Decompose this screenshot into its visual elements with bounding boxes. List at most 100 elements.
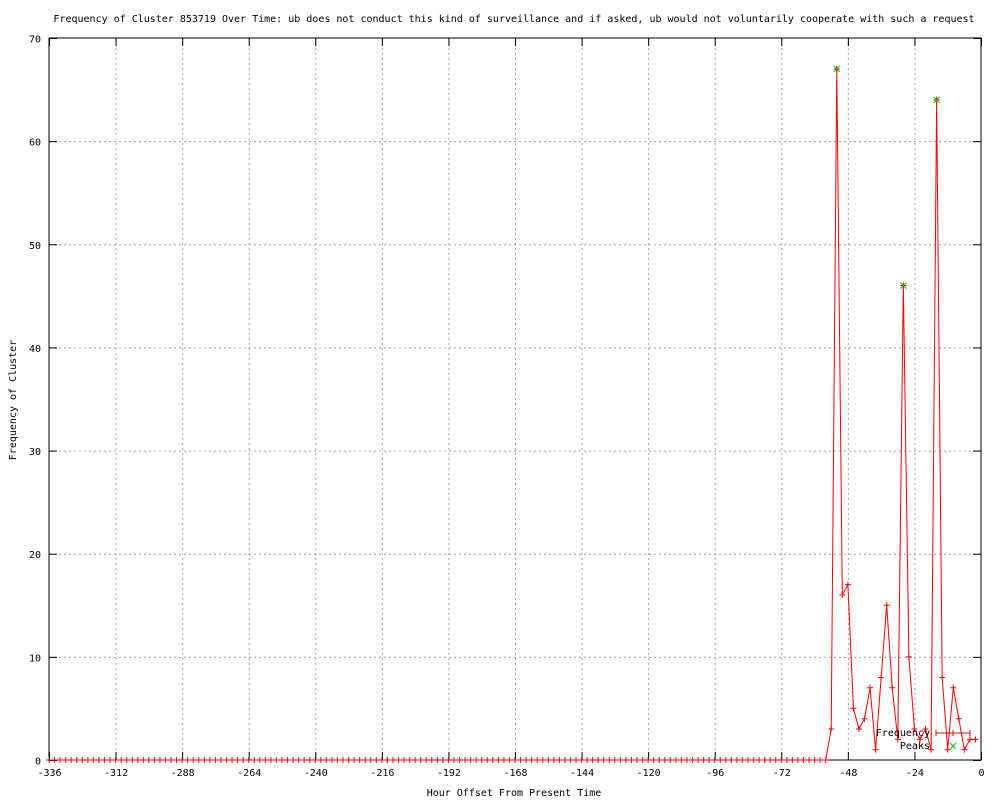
frequency-point	[467, 757, 474, 763]
frequency-point	[84, 757, 91, 763]
peak-point	[933, 96, 940, 104]
frequency-point	[728, 757, 735, 763]
frequency-point	[573, 757, 580, 763]
frequency-point	[256, 757, 263, 763]
frequency-point	[229, 757, 236, 763]
frequency-point	[46, 757, 52, 763]
peak-point	[899, 282, 907, 289]
frequency-point	[95, 757, 102, 763]
y-tick-label: 20	[29, 550, 41, 561]
legend-label-frequency: Frequency	[876, 728, 930, 739]
frequency-point	[262, 757, 269, 763]
frequency-point	[961, 746, 968, 753]
frequency-point	[606, 757, 613, 763]
frequency-point	[267, 757, 274, 763]
frequency-point	[750, 757, 757, 763]
frequency-point	[756, 757, 763, 763]
peak-point	[833, 65, 841, 73]
frequency-point	[323, 757, 330, 763]
frequency-point	[412, 757, 419, 763]
frequency-point	[578, 757, 585, 763]
frequency-point	[389, 757, 396, 763]
frequency-point	[595, 757, 602, 763]
frequency-point	[118, 757, 125, 763]
x-tick-label: -264	[237, 768, 261, 779]
frequency-point	[217, 757, 224, 763]
frequency-point	[201, 757, 208, 763]
frequency-point	[539, 757, 546, 763]
frequency-point	[489, 757, 496, 763]
frequency-point	[473, 757, 480, 763]
frequency-point	[179, 757, 186, 763]
frequency-point	[828, 726, 835, 733]
x-tick-label: -216	[370, 768, 394, 779]
frequency-point	[878, 674, 885, 681]
x-tick-label: -24	[906, 768, 924, 779]
frequency-point	[423, 757, 430, 763]
frequency-point	[73, 757, 80, 763]
y-tick-label: 60	[29, 138, 41, 149]
frequency-point	[312, 757, 319, 763]
frequency-point	[495, 757, 502, 763]
frequency-point	[445, 757, 452, 763]
frequency-point	[245, 757, 252, 763]
x-tick-label: -168	[503, 768, 527, 779]
frequency-point	[184, 757, 191, 763]
chart-title: Frequency of Cluster 853719 Over Time: u…	[53, 14, 974, 25]
frequency-point	[129, 757, 136, 763]
frequency-point	[439, 757, 446, 763]
frequency-point	[240, 757, 247, 763]
frequency-point	[500, 757, 507, 763]
frequency-point	[628, 757, 635, 763]
frequency-point	[301, 757, 308, 763]
frequency-point	[234, 757, 241, 763]
y-tick-label: 70	[29, 35, 41, 46]
frequency-point	[561, 757, 568, 763]
frequency-point	[745, 757, 751, 763]
frequency-point	[112, 757, 119, 763]
frequency-point	[145, 757, 152, 763]
frequency-point	[195, 757, 202, 763]
frequency-point	[140, 757, 147, 763]
frequency-point	[733, 757, 740, 763]
frequency-point	[206, 757, 213, 763]
frequency-point	[290, 757, 297, 763]
y-tick-label: 30	[29, 447, 41, 458]
frequency-point	[317, 757, 324, 763]
frequency-point	[817, 757, 824, 763]
frequency-point	[855, 726, 862, 733]
frequency-point	[767, 757, 774, 763]
frequency-point	[944, 746, 951, 753]
frequency-point	[622, 757, 629, 763]
frequency-point	[584, 757, 591, 763]
frequency-point	[661, 757, 668, 763]
frequency-point	[328, 757, 335, 763]
frequency-point	[689, 757, 696, 763]
frequency-point	[512, 757, 518, 763]
frequency-point	[928, 746, 935, 753]
frequency-point	[101, 757, 108, 763]
frequency-point	[506, 757, 513, 763]
frequency-point	[972, 736, 979, 743]
frequency-point	[905, 653, 912, 660]
frequency-point	[79, 757, 86, 763]
frequency-point	[850, 705, 857, 712]
frequency-point	[68, 757, 75, 763]
y-tick-label: 40	[29, 344, 41, 355]
frequency-point	[523, 757, 530, 763]
frequency-point	[362, 757, 369, 763]
x-tick-label: -144	[570, 768, 594, 779]
frequency-point	[645, 757, 652, 763]
frequency-point	[351, 757, 358, 763]
frequency-point	[378, 757, 385, 763]
frequency-line	[49, 68, 976, 761]
frequency-point	[861, 715, 868, 722]
frequency-point	[456, 757, 463, 763]
frequency-point	[611, 757, 618, 763]
frequency-point	[550, 757, 557, 763]
frequency-point	[600, 757, 607, 763]
frequency-point	[406, 757, 413, 763]
frequency-point	[367, 757, 374, 763]
frequency-point	[123, 757, 130, 763]
legend-sample-peaks	[949, 742, 957, 750]
